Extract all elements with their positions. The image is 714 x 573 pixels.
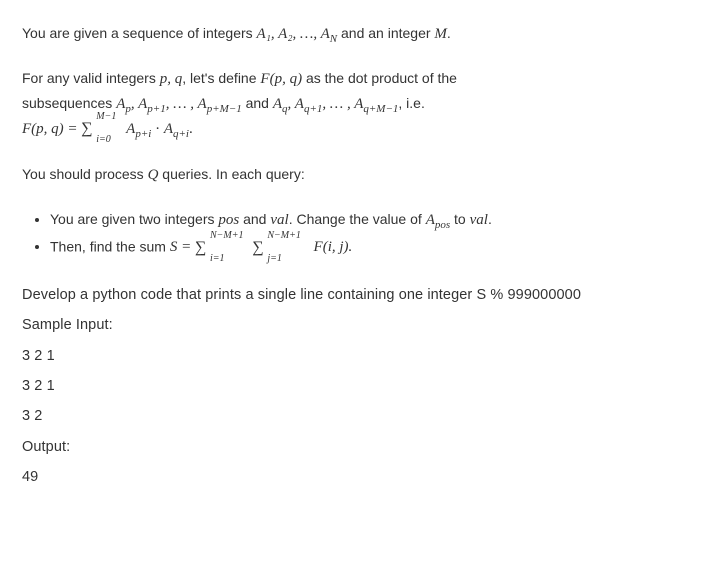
sigma-icon: ∑ <box>252 239 263 256</box>
text: You should process <box>22 166 148 182</box>
text: . Change the value of <box>289 211 426 227</box>
subseq-Aq: Aq, Aq+1, … , Aq+M−1 <box>273 96 399 112</box>
A: A <box>198 96 207 112</box>
text: . <box>447 25 451 41</box>
sum2-lower: j=1 <box>267 250 282 268</box>
sub-qM1: q+M−1 <box>363 103 398 115</box>
A: A <box>273 96 282 112</box>
pq: p, q <box>160 71 183 87</box>
text: and an integer <box>337 25 434 41</box>
seq-text: A₁, A₂, …, A <box>257 26 330 42</box>
sub-p1: p+1 <box>147 103 165 115</box>
period: . <box>189 121 193 137</box>
task-and-sample: Develop a python code that prints a sing… <box>22 280 694 493</box>
sub-p: p <box>125 103 131 115</box>
F-eq: F(p, q) = <box>22 121 81 137</box>
A: A <box>138 96 147 112</box>
val2: val <box>470 212 488 228</box>
output-line: 49 <box>22 462 694 492</box>
definition-paragraph: For any valid integers p, q, let's defin… <box>22 67 694 143</box>
sum1-lower: i=1 <box>210 250 225 268</box>
A: A <box>164 121 173 137</box>
text: , let's define <box>182 70 260 86</box>
sub-pM1: p+M−1 <box>207 103 242 115</box>
dot: · <box>151 121 164 137</box>
F-p-q: F(p, q) <box>260 71 302 87</box>
text: , i.e. <box>398 95 424 111</box>
subseq-Ap: Ap, Ap+1, … , Ap+M−1 <box>116 96 242 112</box>
S-formula: S = ∑N−M+1i=1∑N−M+1j=1 F(i, j). <box>170 239 352 255</box>
integer-M: M <box>434 26 447 42</box>
text: You are given a sequence of integers <box>22 25 257 41</box>
sub-pos: pos <box>435 219 450 231</box>
text: and <box>239 211 270 227</box>
sum2-upper: N−M+1 <box>267 227 301 245</box>
text: . <box>488 211 492 227</box>
queries-paragraph: You should process Q queries. In each qu… <box>22 163 694 188</box>
sample-input-line: 3 2 <box>22 401 694 431</box>
F-formula: F(p, q) = ∑M−1i=0 Ap+i · Aq+i. <box>22 121 193 137</box>
text: queries. In each query: <box>158 166 304 182</box>
query-steps-list: You are given two integers pos and val . … <box>22 207 694 261</box>
A: A <box>354 96 363 112</box>
text: to <box>450 211 469 227</box>
text: For any valid integers <box>22 70 160 86</box>
output-heading: Output: <box>22 432 694 462</box>
sub-q1: q+1 <box>304 103 322 115</box>
sub-pi: p+i <box>135 128 151 140</box>
sub-qi: q+i <box>173 128 189 140</box>
summation: ∑M−1i=0 <box>81 116 92 142</box>
problem-intro-paragraph: You are given a sequence of integers A₁,… <box>22 22 694 47</box>
sub-q: q <box>282 103 288 115</box>
F-ij: F(i, j). <box>310 239 353 255</box>
sigma-icon: ∑ <box>81 120 92 137</box>
text: as the dot product of the <box>302 70 457 86</box>
A: A <box>123 121 136 137</box>
A: A <box>295 96 304 112</box>
sigma-icon: ∑ <box>195 239 206 256</box>
list-item: You are given two integers pos and val . … <box>50 207 694 233</box>
text: and <box>242 95 273 111</box>
Q: Q <box>148 167 159 183</box>
seq-A: A₁, A₂, …, AN <box>257 26 338 42</box>
sample-input-line: 3 2 1 <box>22 371 694 401</box>
text: Then, find the sum <box>50 238 170 254</box>
sum-upper: M−1 <box>96 109 116 126</box>
A: A <box>426 212 435 228</box>
summation-j: ∑N−M+1j=1 <box>252 234 263 262</box>
sum-lower: i=0 <box>96 132 111 149</box>
task-description: Develop a python code that prints a sing… <box>22 280 694 310</box>
sum1-upper: N−M+1 <box>210 227 244 245</box>
text: subsequences <box>22 95 116 111</box>
sample-input-heading: Sample Input: <box>22 310 694 340</box>
S-eq: S = <box>170 239 195 255</box>
sample-input-line: 3 2 1 <box>22 341 694 371</box>
list-item: Then, find the sum S = ∑N−M+1i=1∑N−M+1j=… <box>50 234 694 262</box>
seq-sub-N: N <box>330 33 337 45</box>
text: You are given two integers <box>50 211 218 227</box>
summation-i: ∑N−M+1i=1 <box>195 234 206 262</box>
A-pos: Apos <box>426 212 450 228</box>
A: A <box>116 96 125 112</box>
